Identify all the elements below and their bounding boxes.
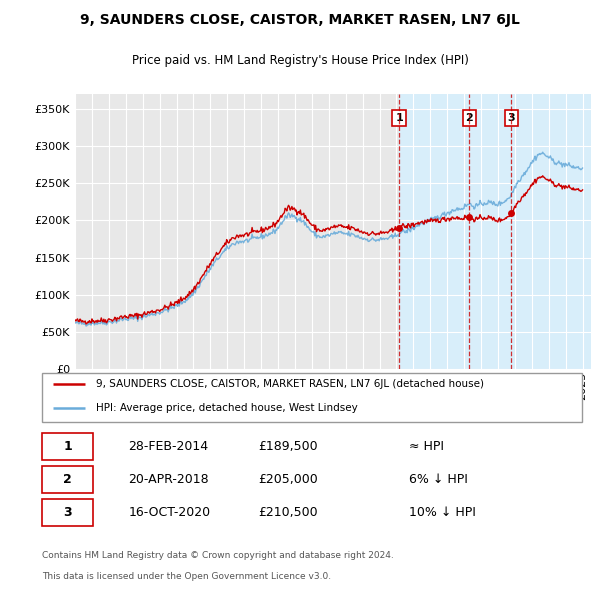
Text: This data is licensed under the Open Government Licence v3.0.: This data is licensed under the Open Gov… [42, 572, 331, 581]
Text: 3: 3 [508, 113, 515, 123]
FancyBboxPatch shape [42, 466, 94, 493]
Text: 1: 1 [63, 440, 72, 453]
Text: 1: 1 [395, 113, 403, 123]
Text: 16-OCT-2020: 16-OCT-2020 [128, 506, 211, 519]
Text: £189,500: £189,500 [258, 440, 317, 453]
Text: Contains HM Land Registry data © Crown copyright and database right 2024.: Contains HM Land Registry data © Crown c… [42, 551, 394, 560]
Text: 9, SAUNDERS CLOSE, CAISTOR, MARKET RASEN, LN7 6JL: 9, SAUNDERS CLOSE, CAISTOR, MARKET RASEN… [80, 13, 520, 27]
Text: ≈ HPI: ≈ HPI [409, 440, 444, 453]
Text: 10% ↓ HPI: 10% ↓ HPI [409, 506, 476, 519]
Bar [399, 94, 591, 369]
Text: 20-APR-2018: 20-APR-2018 [128, 473, 209, 486]
FancyBboxPatch shape [42, 373, 582, 422]
Text: Price paid vs. HM Land Registry's House Price Index (HPI): Price paid vs. HM Land Registry's House … [131, 54, 469, 67]
Text: 3: 3 [64, 506, 72, 519]
Text: 9, SAUNDERS CLOSE, CAISTOR, MARKET RASEN, LN7 6JL (detached house): 9, SAUNDERS CLOSE, CAISTOR, MARKET RASEN… [96, 379, 484, 389]
Text: £210,500: £210,500 [258, 506, 317, 519]
FancyBboxPatch shape [42, 433, 94, 460]
Text: 2: 2 [466, 113, 473, 123]
Text: 6% ↓ HPI: 6% ↓ HPI [409, 473, 468, 486]
Text: 2: 2 [63, 473, 72, 486]
Text: £205,000: £205,000 [258, 473, 318, 486]
Text: 28-FEB-2014: 28-FEB-2014 [128, 440, 209, 453]
FancyBboxPatch shape [42, 499, 94, 526]
Text: HPI: Average price, detached house, West Lindsey: HPI: Average price, detached house, West… [96, 404, 358, 414]
